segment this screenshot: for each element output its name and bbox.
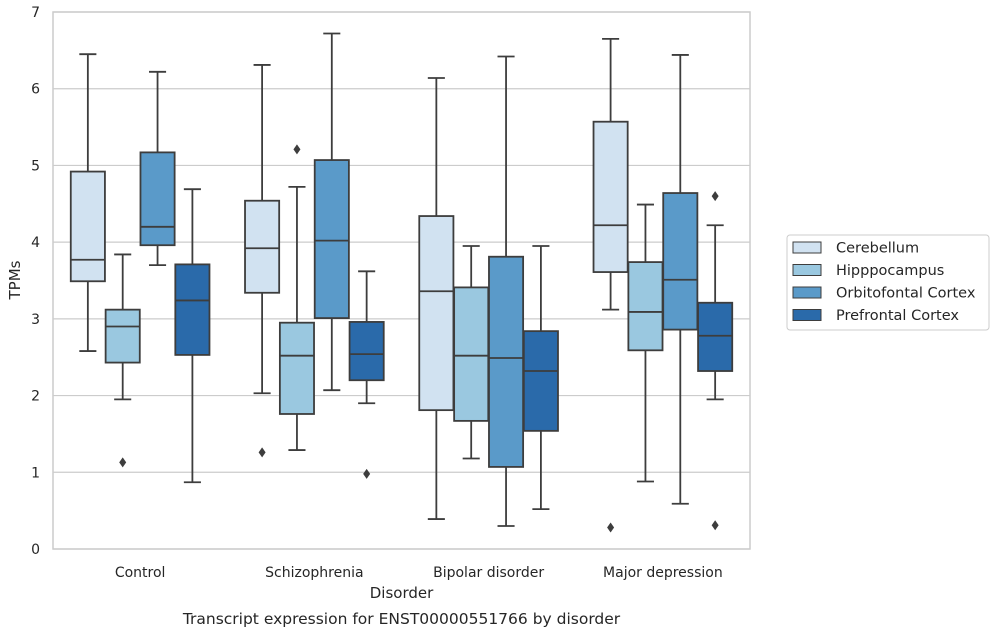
- legend-label: Prefrontal Cortex: [836, 308, 959, 324]
- outlier-point: [119, 457, 127, 468]
- y-tick-label: 4: [31, 235, 40, 251]
- legend-swatch: [792, 264, 822, 276]
- box-1-0: [244, 64, 281, 458]
- legend-label: Cerebellum: [836, 241, 919, 257]
- outlier-point: [607, 522, 615, 533]
- legend: Cerebellum Hipppocampus Orbitofontal Corte…: [786, 234, 990, 331]
- box-2-1: [453, 245, 490, 460]
- legend-frame: [786, 234, 990, 331]
- box-body: [697, 301, 734, 372]
- boxes-layer: [69, 32, 734, 533]
- y-tick-label: 6: [31, 82, 40, 98]
- box-3-0: [592, 37, 629, 533]
- outlier-point: [293, 144, 301, 155]
- x-tick-label: Major depression: [603, 565, 723, 581]
- box-body: [418, 215, 455, 412]
- legend-swatch: [792, 286, 822, 299]
- box-0-2: [139, 70, 176, 267]
- y-tick-label: 0: [31, 542, 40, 558]
- outlier-point: [363, 468, 371, 479]
- box-body: [522, 330, 559, 432]
- x-tick-label: Schizophrenia: [265, 565, 363, 581]
- legend-swatch: [792, 309, 822, 321]
- box-body: [278, 321, 315, 415]
- box-1-2: [313, 32, 350, 392]
- box-body: [139, 151, 176, 247]
- box-body: [69, 170, 106, 283]
- box-body: [313, 159, 350, 319]
- box-body: [627, 261, 664, 352]
- x-tick-label: Bipolar disorder: [433, 565, 544, 581]
- y-axis-ticks: 0 1 2 3 4 5 6 7: [31, 5, 40, 558]
- legend-label: Hipppocampus: [836, 263, 944, 279]
- box-body: [662, 192, 699, 331]
- y-tick-label: 1: [31, 465, 40, 481]
- box-3-1: [627, 203, 664, 483]
- legend-swatch: [792, 241, 822, 254]
- outlier-point: [711, 191, 719, 202]
- box-3-2: [662, 54, 699, 505]
- box-2-2: [488, 55, 525, 527]
- y-tick-label: 2: [31, 389, 40, 405]
- y-axis-title: TPMs: [6, 260, 24, 300]
- y-tick-label: 5: [31, 158, 40, 174]
- x-tick-label: Control: [115, 565, 166, 581]
- box-0-0: [69, 53, 106, 352]
- box-0-3: [174, 188, 211, 484]
- box-1-1: [278, 144, 315, 451]
- box-2-0: [418, 77, 455, 520]
- chart-caption: Transcript expression for ENST0000055176…: [182, 610, 621, 628]
- box-0-1: [104, 253, 141, 468]
- box-1-3: [348, 270, 385, 479]
- y-tick-label: 3: [31, 312, 40, 328]
- box-body: [104, 308, 141, 364]
- legend-label: Orbitofontal Cortex: [836, 286, 976, 302]
- box-body: [453, 286, 490, 422]
- box-body: [488, 255, 525, 468]
- box-body: [592, 120, 629, 273]
- box-2-3: [522, 245, 559, 511]
- outlier-point: [711, 520, 719, 531]
- box-body: [348, 321, 385, 382]
- plot-frame: [52, 11, 751, 550]
- x-axis-ticks: Control Schizophrenia Bipolar disorder Majo…: [115, 565, 723, 581]
- box-body: [244, 199, 281, 294]
- outlier-point: [258, 447, 266, 458]
- box-3-3: [697, 191, 734, 531]
- box-body: [174, 263, 211, 356]
- y-tick-label: 7: [31, 5, 40, 21]
- x-axis-title: Disorder: [370, 584, 434, 602]
